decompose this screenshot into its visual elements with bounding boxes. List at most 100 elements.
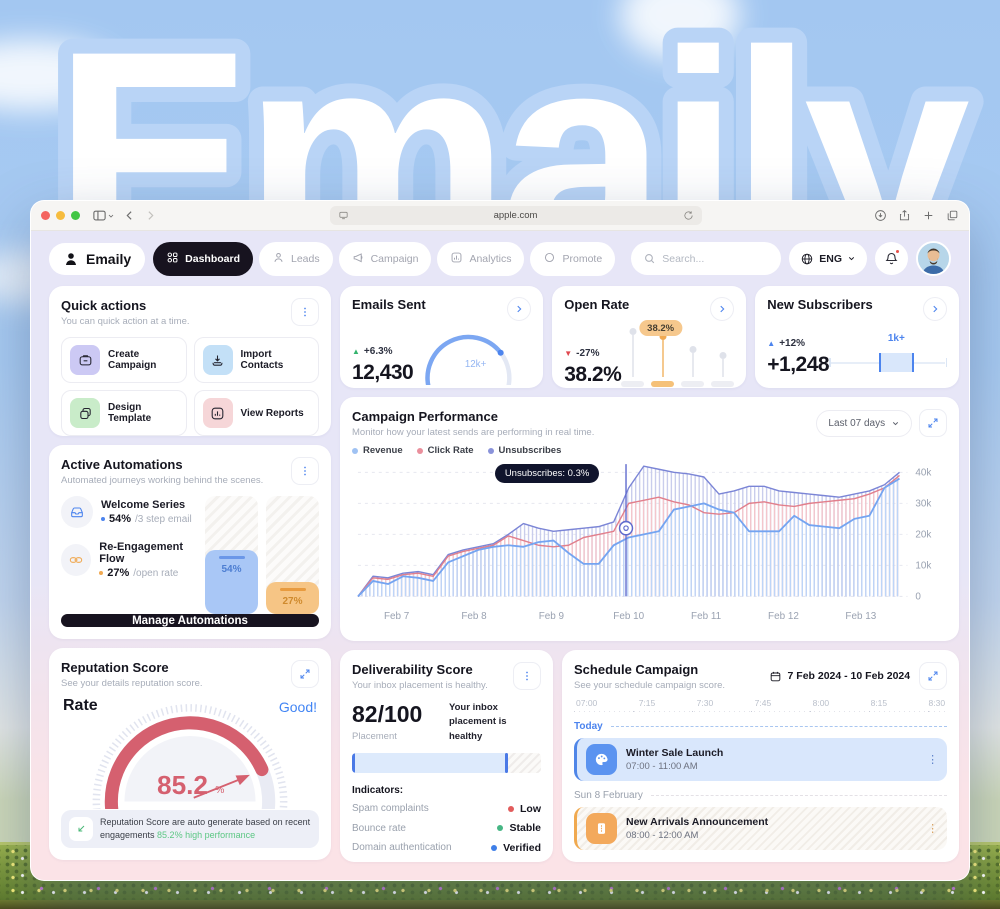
open-rate-detail-button[interactable] bbox=[710, 297, 735, 321]
emails-sent-value: 12,430 bbox=[352, 361, 414, 384]
timeline-label: 7:45 bbox=[754, 698, 772, 708]
chevron-right-icon bbox=[720, 305, 725, 313]
search-input[interactable] bbox=[662, 252, 763, 265]
svg-text:85.2: 85.2 bbox=[157, 770, 208, 800]
legend-item: Click Rate bbox=[416, 445, 474, 456]
grid-icon bbox=[166, 251, 179, 267]
notification-dot bbox=[895, 249, 900, 254]
language-label: ENG bbox=[819, 252, 842, 265]
chevron-down-icon bbox=[848, 257, 855, 261]
svg-text:Feb 10: Feb 10 bbox=[613, 611, 644, 622]
campaign-chart: 0 10k 20k 30k 40k Feb 7 Feb 8 Feb 9 Feb 10 Feb 11… bbox=[352, 458, 947, 629]
event-menu-button[interactable]: ⋮ bbox=[927, 754, 939, 766]
quick-actions-card: Quick actions You can quick action at a … bbox=[49, 286, 331, 436]
sidebar-icon[interactable] bbox=[92, 208, 115, 223]
new-tab-icon[interactable] bbox=[922, 209, 935, 222]
chart-tooltip: Unsubscribes: 0.3% bbox=[494, 464, 600, 483]
create-campaign-button[interactable]: Create Campaign bbox=[61, 337, 187, 383]
search-box[interactable] bbox=[631, 242, 782, 275]
browser-chrome: apple.com bbox=[31, 201, 969, 231]
automations-menu-button[interactable] bbox=[291, 457, 319, 485]
address-bar[interactable]: apple.com bbox=[329, 206, 702, 225]
back-button[interactable] bbox=[123, 209, 136, 222]
layers-icon bbox=[70, 398, 100, 428]
emails-sent-card: Emails Sent ▲ +6.3% 12,430 12k+ bbox=[340, 286, 544, 388]
dashboard-page: Emaily Dashboard Leads Campaign Analytics Pr… bbox=[31, 231, 969, 880]
minimize-window-button[interactable] bbox=[56, 211, 65, 220]
app-logo-label: Emaily bbox=[86, 250, 132, 267]
main-navigation: Dashboard Leads Campaign Analytics Promote bbox=[153, 241, 616, 276]
automation-bar: 54% bbox=[205, 496, 258, 614]
share-icon[interactable] bbox=[898, 209, 911, 222]
expand-icon bbox=[928, 671, 938, 681]
zoom-window-button[interactable] bbox=[71, 211, 80, 220]
chart-legend: Revenue Click Rate Unsubscribes bbox=[352, 445, 947, 456]
rate-label: Rate bbox=[63, 697, 98, 714]
automation-reengagement-flow[interactable]: Re-Engagement Flow 27%/open rate bbox=[61, 541, 205, 579]
automation-bar: 27% bbox=[266, 496, 319, 614]
emails-sent-delta: ▲ +6.3% bbox=[352, 346, 393, 357]
quick-actions-menu-button[interactable] bbox=[291, 298, 319, 326]
kebab-icon bbox=[526, 671, 528, 681]
date-range-selector[interactable]: Last 07 days bbox=[816, 409, 913, 437]
notifications-button[interactable] bbox=[875, 242, 908, 275]
open-rate-title: Open Rate bbox=[564, 297, 630, 312]
downloads-icon[interactable] bbox=[874, 209, 887, 222]
ticket-icon bbox=[586, 813, 617, 844]
envelope-icon bbox=[70, 345, 100, 375]
close-window-button[interactable] bbox=[41, 211, 50, 220]
schedule-campaign-card: Schedule Campaign See your schedule camp… bbox=[562, 650, 960, 862]
schedule-event[interactable]: Winter Sale Launch 07:00 - 11:00 AM ⋮ bbox=[574, 738, 948, 781]
active-automations-card: Active Automations Automated journeys wo… bbox=[49, 445, 331, 639]
deliverability-menu-button[interactable] bbox=[513, 662, 541, 690]
indicator-row: Bounce rate Stable bbox=[352, 822, 541, 835]
note-highlight: 85.2% high performance bbox=[157, 829, 256, 840]
open-rate-delta: ▼ -27% bbox=[564, 348, 600, 359]
schedule-group-label: Sun 8 February bbox=[574, 790, 948, 801]
design-template-button[interactable]: Design Template bbox=[61, 390, 187, 436]
event-menu-button[interactable]: ⋮ bbox=[927, 823, 939, 835]
timeline-label: 7:15 bbox=[638, 698, 656, 708]
campaign-subtitle: Monitor how your latest sends are perfor… bbox=[352, 427, 595, 438]
manage-automations-button[interactable]: Manage Automations bbox=[61, 614, 319, 627]
emails-sent-gauge: 12k+ bbox=[425, 334, 512, 385]
browser-window: apple.com Emaily Dashboard Leads Campaign A… bbox=[30, 200, 970, 881]
new-subscribers-detail-button[interactable] bbox=[923, 297, 948, 321]
up-triangle-icon: ▲ bbox=[767, 339, 776, 348]
user-avatar[interactable] bbox=[916, 241, 951, 276]
kebab-icon bbox=[304, 307, 306, 317]
svg-text:40k: 40k bbox=[915, 467, 932, 478]
language-selector[interactable]: ENG bbox=[789, 242, 867, 275]
schedule-expand-button[interactable] bbox=[919, 662, 948, 690]
nav-tab-dashboard[interactable]: Dashboard bbox=[153, 241, 253, 276]
analytics-icon bbox=[450, 251, 463, 267]
svg-text:%: % bbox=[215, 785, 224, 796]
open-rate-sparkline: 38.2% bbox=[621, 320, 735, 387]
automation-bars: 54% 27% bbox=[205, 496, 319, 614]
window-controls[interactable] bbox=[41, 211, 80, 220]
quick-actions-title: Quick actions bbox=[61, 298, 147, 313]
forward-button[interactable] bbox=[144, 209, 157, 222]
chevron-down-icon bbox=[893, 421, 899, 425]
new-subscribers-card: New Subscribers ▲ +12% +1,248 1k+ bbox=[755, 286, 960, 388]
automation-welcome-series[interactable]: Welcome Series 54%/3 step email bbox=[61, 496, 205, 528]
campaign-expand-button[interactable] bbox=[919, 409, 948, 437]
import-contacts-button[interactable]: Import Contacts bbox=[193, 337, 319, 383]
nav-tab-campaign[interactable]: Campaign bbox=[338, 241, 432, 276]
nav-tab-promote[interactable]: Promote bbox=[530, 241, 616, 276]
quick-actions-subtitle: You can quick action at a time. bbox=[61, 316, 190, 327]
nav-tab-analytics[interactable]: Analytics bbox=[437, 241, 525, 276]
emails-sent-detail-button[interactable] bbox=[507, 297, 532, 321]
nav-tab-leads[interactable]: Leads bbox=[258, 241, 333, 276]
deliverability-score-card: Deliverability Score Your inbox placemen… bbox=[340, 650, 553, 862]
deliverability-note: Your inbox placement is healthy bbox=[449, 702, 507, 742]
view-reports-button[interactable]: View Reports bbox=[193, 390, 319, 436]
app-logo[interactable]: Emaily bbox=[49, 242, 146, 275]
timeline-label: 8:00 bbox=[812, 698, 830, 708]
reputation-expand-button[interactable] bbox=[291, 660, 319, 688]
tab-overview-icon[interactable] bbox=[946, 209, 959, 222]
reload-icon[interactable] bbox=[683, 210, 694, 221]
schedule-date-range[interactable]: 7 Feb 2024 - 10 Feb 2024 bbox=[769, 670, 910, 683]
schedule-event[interactable]: New Arrivals Announcement 08:00 - 12:00 A… bbox=[574, 807, 948, 850]
